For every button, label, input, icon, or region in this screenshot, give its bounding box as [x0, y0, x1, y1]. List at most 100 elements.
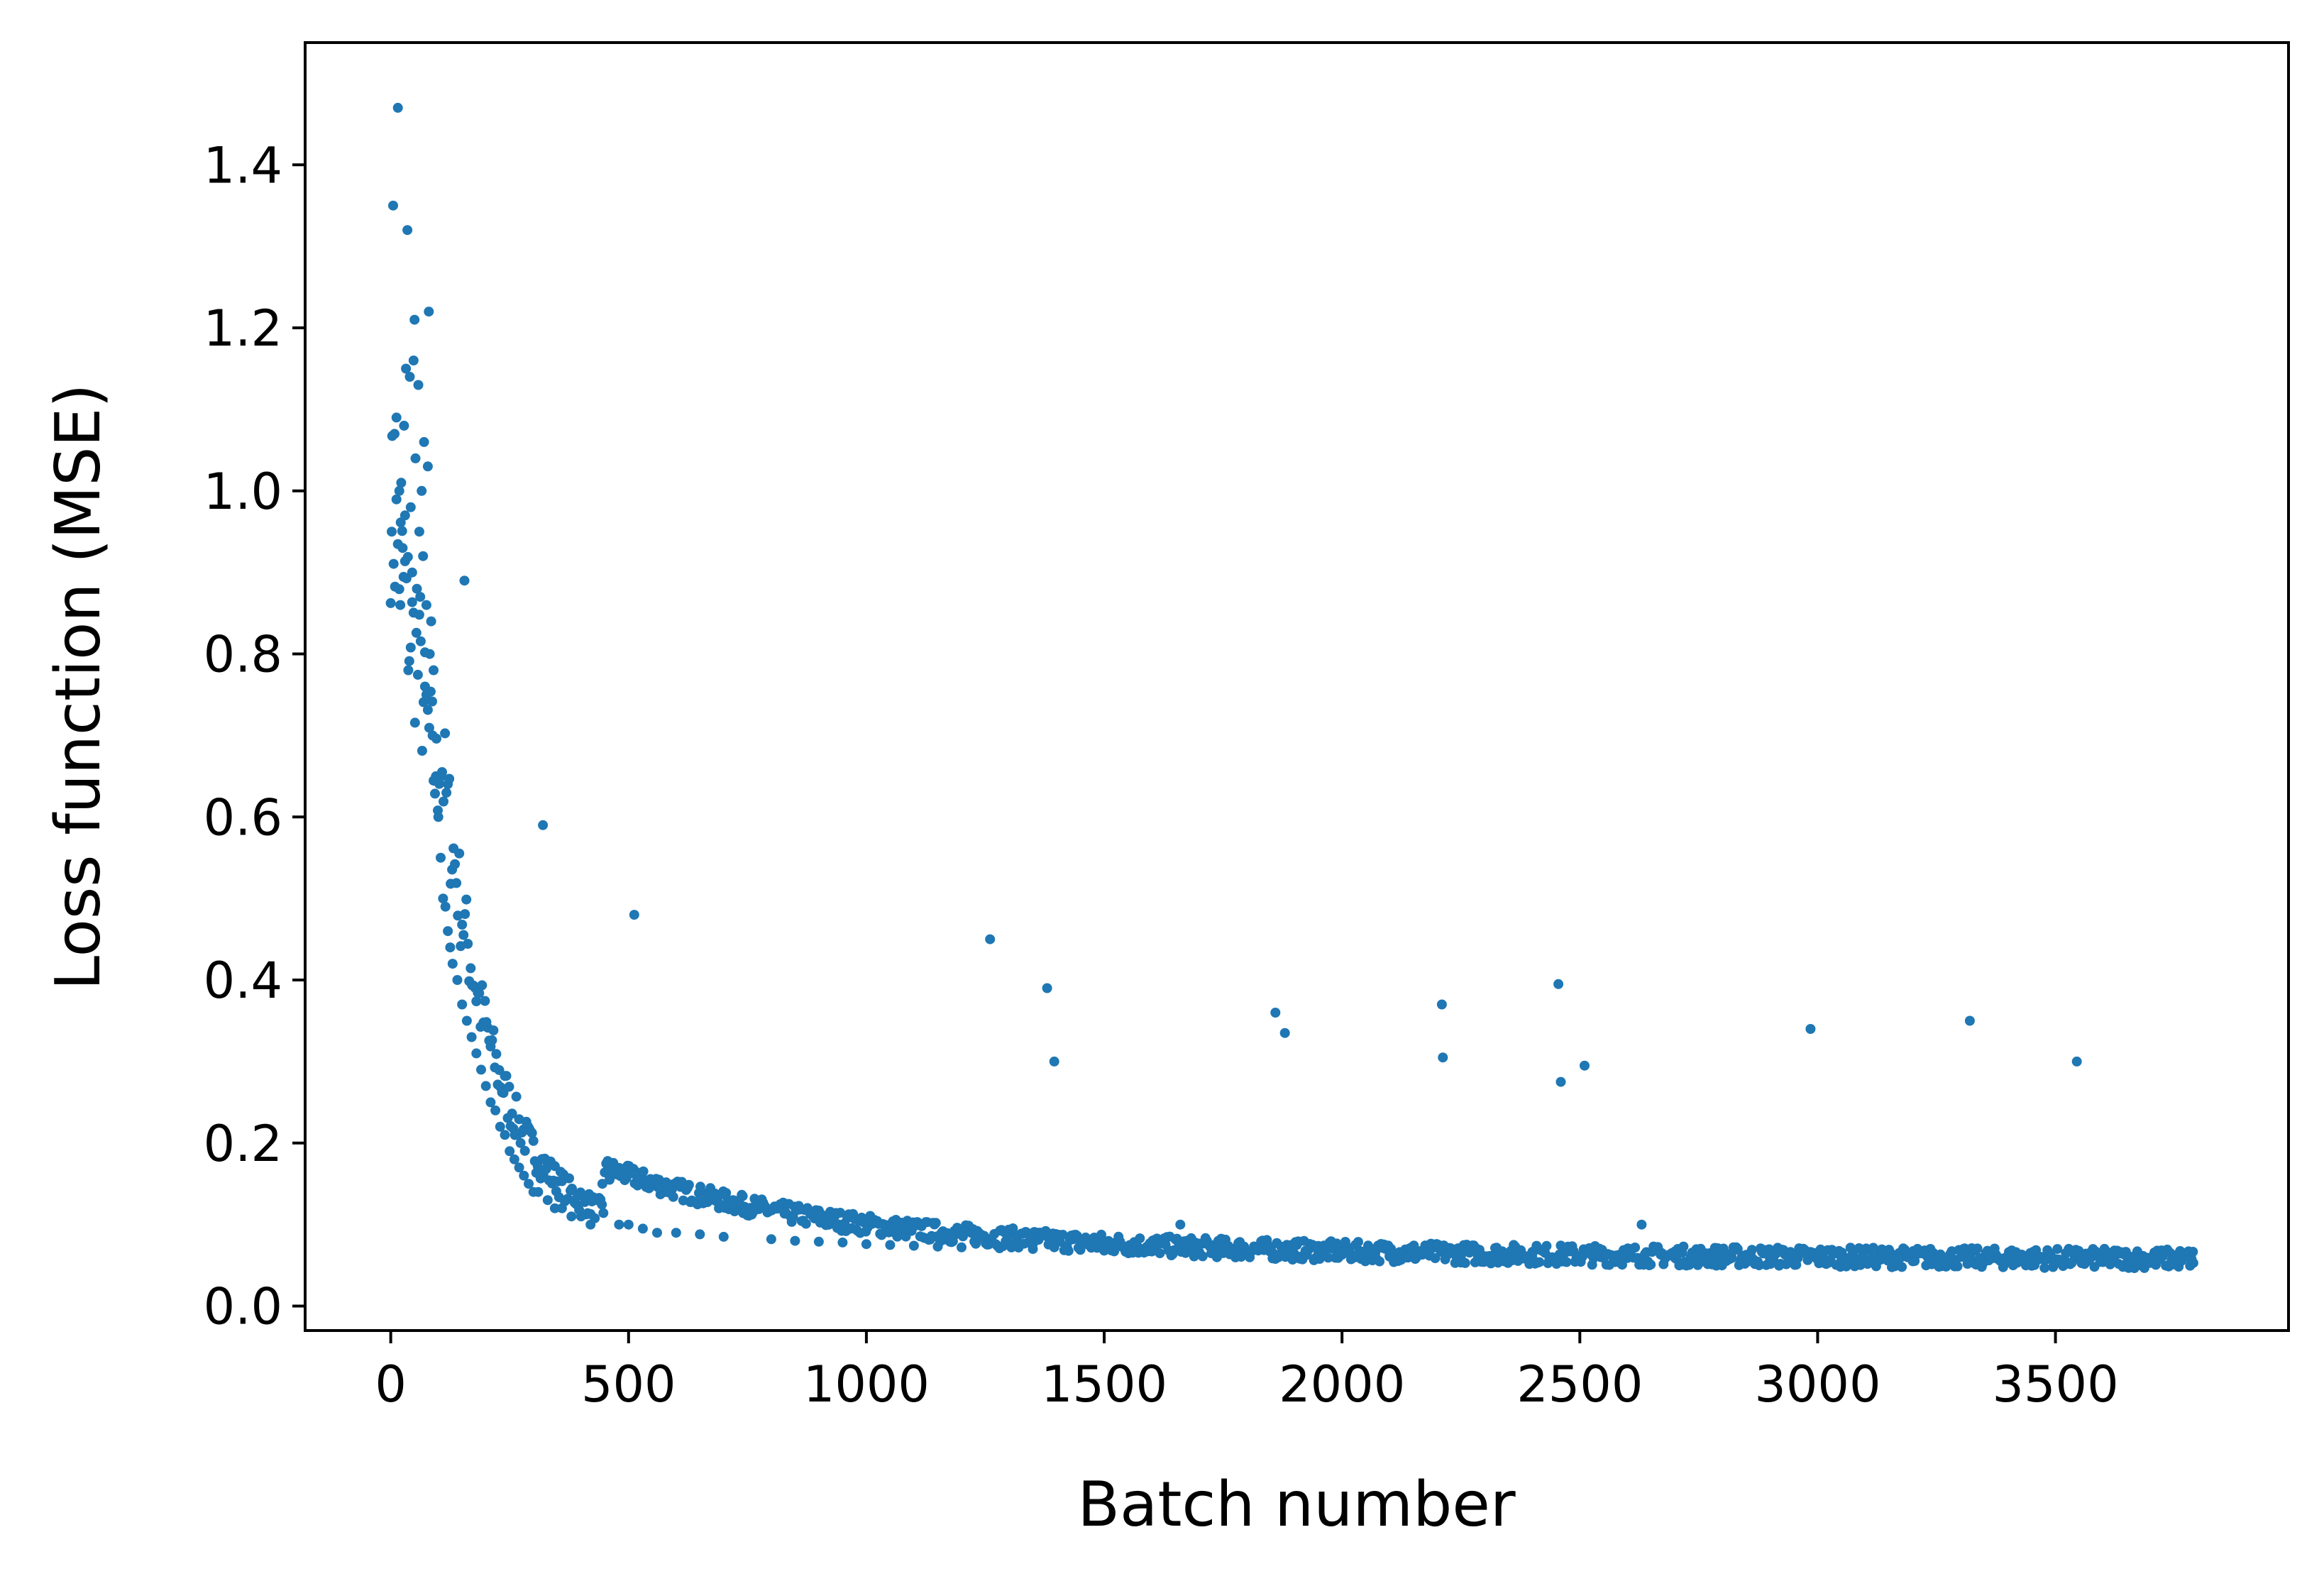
y-tick-label: 0.0 [204, 1278, 282, 1336]
scatter-point [429, 665, 439, 676]
x-axis-label: Batch number [1077, 1468, 1516, 1541]
scatter-point [614, 1219, 624, 1230]
scatter-point [1375, 1256, 1385, 1267]
scatter-point [414, 610, 424, 620]
scatter-point [437, 767, 447, 777]
scatter-point [2039, 1262, 2050, 1273]
scatter-point [414, 527, 424, 537]
scatter-point [461, 894, 472, 905]
scatter-point [2048, 1262, 2059, 1272]
scatter-point [1460, 1257, 1470, 1268]
scatter-point [519, 1170, 529, 1181]
scatter-point [1002, 1234, 1013, 1245]
scatter-point [638, 1166, 649, 1177]
scatter-point [480, 1081, 491, 1091]
scatter-point [514, 1162, 524, 1173]
scatter-point [1617, 1260, 1627, 1270]
scatter-point [1727, 1252, 1737, 1263]
scatter-point [528, 1135, 539, 1146]
scatter-point [485, 1097, 496, 1108]
scatter-point [1678, 1241, 1689, 1252]
scatter-point [490, 1105, 501, 1116]
scatter-point [460, 909, 470, 920]
scatter-point [861, 1239, 871, 1250]
scatter-point [391, 412, 402, 423]
scatter-point [637, 1223, 648, 1234]
scatter-point [405, 502, 416, 512]
scatter-point [597, 1199, 607, 1210]
scatter-point [488, 1025, 499, 1035]
scatter-point [668, 1191, 678, 1202]
scatter-point [1323, 1252, 1333, 1263]
scatter-point [392, 102, 403, 113]
scatter-point [409, 314, 420, 325]
scatter-point [695, 1182, 705, 1192]
scatter-point [1438, 1052, 1448, 1063]
scatter-point [800, 1218, 811, 1229]
scatter-point [1430, 1253, 1441, 1263]
scatter-point [2052, 1244, 2063, 1255]
scatter-point [1746, 1245, 1757, 1255]
scatter-point [524, 1179, 534, 1189]
scatter-point [441, 788, 452, 798]
y-axis-label: Loss function (MSE) [42, 384, 114, 991]
scatter-point [504, 1081, 514, 1092]
scatter-point [564, 1173, 574, 1184]
scatter-point [404, 656, 414, 666]
scatter-point [1189, 1251, 1199, 1262]
scatter-point [412, 669, 423, 680]
scatter-point [567, 1184, 577, 1194]
scatter-point [421, 600, 431, 610]
scatter-point [790, 1235, 800, 1246]
scatter-point [501, 1071, 512, 1081]
scatter-point [1754, 1260, 1764, 1271]
scatter-point [507, 1108, 517, 1119]
scatter-point [683, 1179, 694, 1190]
scatter-point [409, 717, 420, 728]
scatter-point [1553, 979, 1564, 989]
scatter-point [463, 939, 473, 949]
scatter-point [598, 1208, 609, 1218]
scatter-point [1436, 999, 1447, 1010]
scatter-point [412, 583, 422, 594]
scatter-point [1197, 1251, 1208, 1262]
x-tick-label: 1500 [1041, 1355, 1167, 1414]
scatter-point [388, 200, 398, 211]
scatter-point [458, 930, 469, 940]
scatter-point [652, 1228, 662, 1238]
scatter-point [413, 380, 424, 390]
scatter-point [1270, 1008, 1281, 1018]
scatter-point [885, 1240, 896, 1250]
scatter-point [1964, 1015, 1975, 1026]
scatter-point [419, 436, 429, 447]
scatter-point [422, 705, 433, 715]
scatter-point [427, 696, 437, 707]
scatter-point [471, 1048, 482, 1059]
scatter-point [1580, 1060, 1590, 1071]
scatter-point [533, 1186, 544, 1197]
scatter-point [695, 1229, 705, 1240]
scatter-point [436, 852, 446, 863]
scatter-point [395, 517, 406, 528]
y-tick-label: 0.2 [204, 1115, 282, 1173]
scatter-point [549, 1203, 560, 1213]
scatter-point [2071, 1056, 2082, 1067]
scatter-point [737, 1189, 747, 1200]
scatter-point [1555, 1076, 1566, 1087]
scatter-point [766, 1234, 776, 1245]
scatter-point [454, 848, 465, 859]
scatter-point [457, 999, 468, 1010]
x-tick-label: 3000 [1754, 1355, 1880, 1414]
scatter-point [440, 728, 451, 739]
scatter-point [452, 975, 463, 985]
scatter-point [424, 722, 434, 733]
scatter-point [1805, 1024, 1816, 1034]
scatter-point [566, 1211, 577, 1222]
scatter-point [1353, 1237, 1363, 1248]
scatter-point [408, 356, 419, 365]
scatter-point [1534, 1257, 1545, 1267]
scatter-point [837, 1237, 848, 1248]
scatter-point [474, 988, 485, 998]
scatter-point [509, 1154, 519, 1164]
